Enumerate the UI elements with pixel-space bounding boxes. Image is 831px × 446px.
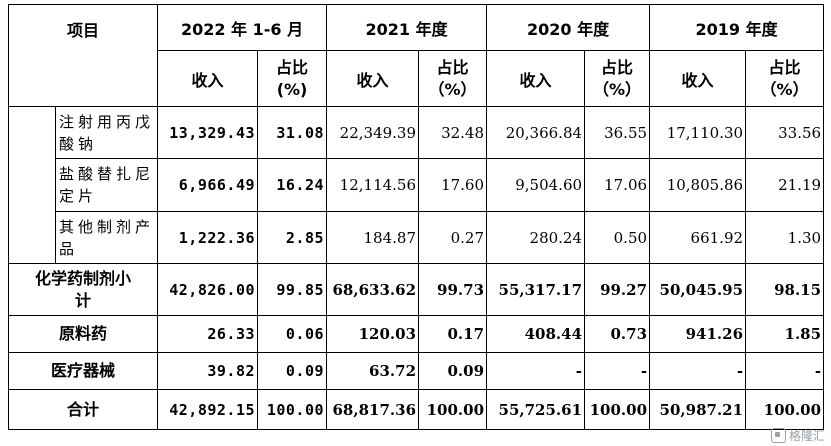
cell-value: 68,633.62 [326, 263, 420, 316]
table-row-total: 合计 42,892.15 100.00 68,817.36 100.00 55,… [7, 389, 825, 430]
cell-value: 120.03 [326, 315, 420, 353]
cell-value: 16.24 [257, 158, 328, 212]
cell-value: 941.26 [649, 315, 747, 353]
cell-value: 0.17 [418, 315, 488, 353]
cell-value: 2.85 [257, 211, 328, 264]
header-period-2020: 2020 年度 [486, 4, 651, 51]
row-label: 原料药 [7, 315, 159, 353]
cell-value: 100.00 [745, 389, 825, 430]
cell-value: 0.06 [257, 315, 328, 353]
cell-value: 661.92 [649, 211, 747, 264]
cell-value: 42,826.00 [157, 263, 259, 316]
cell-value: 0.27 [418, 211, 488, 264]
cell-value: 100.00 [584, 389, 651, 430]
header-ratio: 占比 (%) [257, 50, 328, 107]
header-period-2022h1: 2022 年 1-6 月 [157, 4, 328, 51]
row-label: 注射用丙戊酸钠 [54, 106, 159, 159]
cell-value: 63.72 [326, 352, 420, 390]
table-row: 盐酸替扎尼定片 6,966.49 16.24 12,114.56 17.60 9… [9, 158, 825, 212]
header-revenue: 收入 [486, 50, 586, 107]
cell-value: 42,892.15 [157, 389, 259, 430]
cell-value: 1,222.36 [157, 211, 259, 264]
watermark: 格隆汇 [770, 427, 825, 444]
cell-value: 13,329.43 [157, 106, 259, 159]
row-label: 合计 [7, 389, 159, 430]
cell-value: 68,817.36 [326, 389, 420, 430]
cell-value: 21.19 [745, 158, 825, 212]
header-revenue: 收入 [326, 50, 420, 107]
table-row: 注射用丙戊酸钠 13,329.43 31.08 22,349.39 32.48 … [8, 106, 825, 264]
row-label: 盐酸替扎尼定片 [54, 158, 159, 212]
cell-value: 17.60 [418, 158, 488, 212]
watermark-text: 格隆汇 [788, 429, 825, 443]
header-ratio: 占比 （%） [584, 50, 651, 107]
gelonghui-logo-icon [770, 428, 786, 443]
cell-value: 0.50 [584, 211, 651, 264]
cell-value: 36.55 [584, 106, 651, 159]
cell-value: 100.00 [418, 389, 488, 430]
cell-value: 0.73 [584, 315, 651, 353]
cell-value: 98.15 [745, 263, 825, 316]
header-item: 项目 [7, 4, 159, 107]
header-revenue: 收入 [157, 50, 259, 107]
header-ratio: 占比 （%） [745, 50, 825, 107]
cell-value: 31.08 [257, 106, 328, 159]
header-ratio: 占比 （%） [418, 50, 488, 107]
cell-value: 10,805.86 [649, 158, 747, 212]
cell-value: 99.85 [257, 263, 328, 316]
cell-value: 280.24 [486, 211, 586, 264]
row-label: 医疗器械 [7, 352, 159, 390]
cell-value: 408.44 [486, 315, 586, 353]
cell-value: - [584, 352, 651, 390]
header-revenue: 收入 [649, 50, 747, 107]
cell-value: 26.33 [157, 315, 259, 353]
header-period-2021: 2021 年度 [326, 4, 488, 51]
table-row: 医疗器械 39.82 0.09 63.72 0.09 - - - - [7, 352, 825, 390]
cell-value: 17.06 [584, 158, 651, 212]
cell-value: - [745, 352, 825, 390]
cell-value: 100.00 [257, 389, 328, 430]
cell-value: 184.87 [326, 211, 420, 264]
cell-value: 22,349.39 [326, 106, 420, 159]
cell-value: 50,045.95 [649, 263, 747, 316]
cell-value: 17,110.30 [649, 106, 747, 159]
cell-value: 20,366.84 [486, 106, 586, 159]
cell-value: 55,317.17 [486, 263, 586, 316]
cell-value: 33.56 [745, 106, 825, 159]
header-period-2019: 2019 年度 [649, 4, 825, 51]
table-row-subtotal: 化学药制剂小计 42,826.00 99.85 68,633.62 99.73 … [7, 263, 825, 316]
cell-value: 55,725.61 [486, 389, 586, 430]
cell-value: 50,987.21 [649, 389, 747, 430]
cell-value: - [486, 352, 586, 390]
table-row: 原料药 26.33 0.06 120.03 0.17 408.44 0.73 9… [7, 315, 825, 353]
cell-value: 32.48 [418, 106, 488, 159]
cell-value: 12,114.56 [326, 158, 420, 212]
cell-value: 1.30 [745, 211, 825, 264]
cell-value: 39.82 [157, 352, 259, 390]
cell-value: 6,966.49 [157, 158, 259, 212]
cell-value: 0.09 [418, 352, 488, 390]
cell-value: 0.09 [257, 352, 328, 390]
cell-value: 9,504.60 [486, 158, 586, 212]
cell-value: 99.27 [584, 263, 651, 316]
table-row: 其他制剂产品 1,222.36 2.85 184.87 0.27 280.24 … [9, 211, 825, 264]
cell-value: 1.85 [745, 315, 825, 353]
cell-value: - [649, 352, 747, 390]
revenue-composition-table: 项目 2022 年 1-6 月 2021 年度 2020 年度 2019 年度 … [7, 4, 825, 430]
cell-value: 99.73 [418, 263, 488, 316]
row-label: 其他制剂产品 [54, 211, 159, 264]
row-label: 化学药制剂小计 [7, 263, 159, 316]
group-spacer-cell [8, 106, 56, 264]
